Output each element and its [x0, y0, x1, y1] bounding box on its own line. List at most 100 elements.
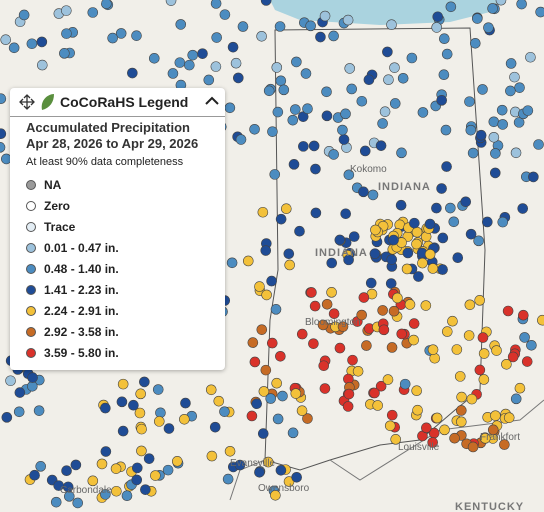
- station-dot: [167, 68, 179, 79]
- station-dot: [408, 318, 420, 329]
- station-dot: [342, 401, 354, 412]
- station-dot: [487, 3, 498, 14]
- station-dot: [263, 85, 275, 97]
- station-dot: [367, 189, 379, 201]
- station-dot: [437, 264, 448, 275]
- station-dot: [107, 32, 118, 44]
- station-dot: [0, 142, 6, 153]
- station-dot: [449, 432, 460, 444]
- station-dot: [328, 149, 339, 160]
- place-label: Bloomington: [305, 317, 361, 328]
- station-dot: [277, 390, 288, 402]
- station-dot: [29, 469, 40, 481]
- station-dot: [411, 238, 422, 250]
- legend-item: Trace: [26, 220, 75, 234]
- station-dot: [226, 257, 238, 269]
- station-dot: [417, 257, 428, 269]
- place-label: Evansville: [230, 458, 275, 469]
- legend-item: 0.48 - 1.40 in.: [26, 262, 119, 276]
- station-dot: [439, 33, 450, 45]
- station-dot: [377, 118, 388, 129]
- station-dot: [342, 14, 354, 26]
- station-dot: [382, 46, 393, 58]
- station-dot: [478, 348, 490, 359]
- station-dot: [343, 169, 355, 181]
- move-icon[interactable]: [19, 94, 35, 110]
- legend-swatch: [26, 285, 36, 295]
- legend-label: 1.41 - 2.23 in.: [44, 283, 119, 297]
- station-dot: [249, 356, 261, 368]
- station-dot: [514, 382, 526, 394]
- legend-item: 1.41 - 2.23 in.: [26, 283, 119, 297]
- station-dot: [53, 480, 64, 491]
- station-dot: [284, 259, 295, 271]
- station-dot: [257, 206, 269, 218]
- station-dot: [278, 84, 290, 96]
- station-dot: [317, 319, 329, 331]
- station-dot: [392, 292, 403, 304]
- station-dot: [395, 199, 407, 211]
- station-dot: [110, 463, 122, 474]
- station-dot: [521, 356, 533, 367]
- station-dot: [375, 380, 387, 392]
- station-dot: [535, 6, 544, 18]
- station-dot: [337, 124, 348, 136]
- station-dot: [234, 459, 246, 471]
- collapse-button[interactable]: [205, 96, 219, 105]
- station-dot: [464, 299, 476, 311]
- legend-item: 2.24 - 2.91 in.: [26, 304, 119, 318]
- station-dot: [184, 59, 195, 71]
- station-dot: [280, 203, 292, 215]
- station-dot: [409, 217, 420, 229]
- station-dot: [275, 75, 287, 87]
- station-dot: [290, 388, 302, 399]
- legend-item: NA: [26, 178, 61, 192]
- station-dot: [111, 485, 122, 497]
- station-dot: [439, 424, 450, 436]
- station-dot: [340, 108, 351, 120]
- station-dot: [348, 231, 360, 242]
- legend-subtitle: Accumulated Precipitation: [26, 120, 190, 135]
- station-dot: [448, 216, 460, 228]
- station-dot: [267, 126, 278, 137]
- station-dot: [411, 385, 422, 397]
- station-dot: [478, 374, 490, 385]
- station-dot: [474, 295, 485, 306]
- station-dot: [388, 305, 400, 317]
- station-dot: [61, 5, 72, 16]
- station-dot: [517, 203, 529, 214]
- station-dot: [308, 140, 320, 152]
- station-dot: [375, 140, 387, 151]
- station-dot: [347, 354, 358, 366]
- station-dot: [429, 352, 441, 364]
- legend-item: Zero: [26, 199, 70, 213]
- station-dot: [490, 148, 501, 159]
- station-dot: [171, 456, 183, 467]
- station-dot: [456, 416, 467, 428]
- state-border: [264, 27, 486, 471]
- station-dot: [406, 52, 418, 64]
- station-dot: [148, 53, 160, 64]
- station-dot: [537, 314, 544, 326]
- station-dot: [518, 309, 529, 321]
- station-dot: [210, 61, 222, 72]
- station-dot: [399, 378, 411, 390]
- station-dot: [377, 305, 388, 316]
- station-dot: [328, 308, 340, 319]
- station-dot: [296, 328, 308, 340]
- station-dot: [507, 351, 519, 363]
- station-dot: [131, 474, 143, 486]
- station-dot: [526, 340, 537, 351]
- station-dot: [424, 218, 436, 230]
- station-dot: [261, 289, 272, 301]
- place-label: Frankfort: [480, 432, 520, 443]
- legend-swatch: [26, 264, 36, 274]
- station-dot: [382, 374, 394, 385]
- station-dot: [389, 62, 400, 73]
- station-dot: [283, 248, 295, 260]
- station-dot: [396, 147, 407, 159]
- station-dot: [70, 459, 82, 471]
- legend-item: 3.59 - 5.80 in.: [26, 346, 119, 360]
- place-label: INDIANA: [315, 247, 368, 259]
